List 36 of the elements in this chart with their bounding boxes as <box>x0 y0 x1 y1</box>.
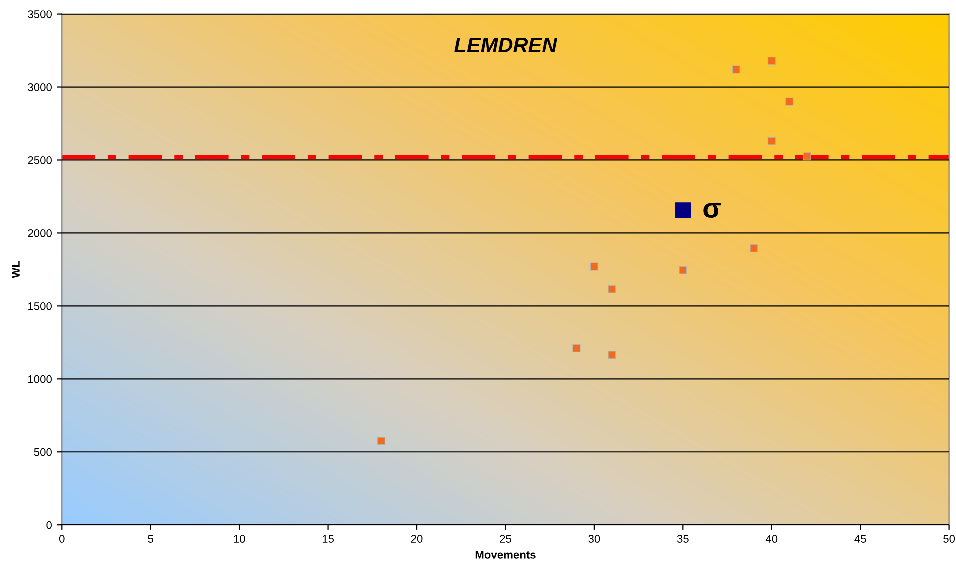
y-tick-label: 3000 <box>28 84 52 92</box>
point <box>608 285 616 294</box>
point <box>750 244 758 253</box>
x-tick-label: 45 <box>854 535 866 543</box>
series-label: σ <box>704 203 722 218</box>
x-axis-title: Movements <box>476 551 536 559</box>
x-tick-label: 50 <box>944 535 956 543</box>
y-tick-label: 2500 <box>28 156 52 164</box>
x-tick-label: 15 <box>322 535 334 543</box>
x-tick-label: 25 <box>500 535 512 543</box>
point <box>590 262 598 271</box>
x-tick-label: 5 <box>148 535 154 543</box>
y-tick-label: 3500 <box>28 10 52 18</box>
y-axis-title: WL <box>12 261 20 278</box>
point <box>572 344 581 353</box>
x-tick-label: 30 <box>588 535 600 543</box>
point <box>803 152 812 161</box>
x-tick-label: 20 <box>411 535 423 543</box>
point <box>675 202 692 219</box>
point <box>679 266 688 274</box>
text: LEMDREN <box>454 38 558 52</box>
x-tick-label: 35 <box>677 535 689 543</box>
point <box>377 437 386 446</box>
y-tick-label: 1000 <box>28 375 52 384</box>
x-tick-label: 10 <box>234 535 246 543</box>
y-tick-label: 1500 <box>28 302 52 310</box>
point <box>768 137 776 146</box>
point <box>786 98 794 106</box>
point <box>732 66 740 74</box>
point <box>768 56 776 66</box>
x-tick-label: 0 <box>59 535 65 543</box>
point <box>608 351 616 360</box>
y-tick-label: 0 <box>46 521 52 530</box>
y-tick-label: 2000 <box>28 229 52 238</box>
y-tick-label: 500 <box>34 448 52 456</box>
x-tick-label: 40 <box>766 535 778 543</box>
